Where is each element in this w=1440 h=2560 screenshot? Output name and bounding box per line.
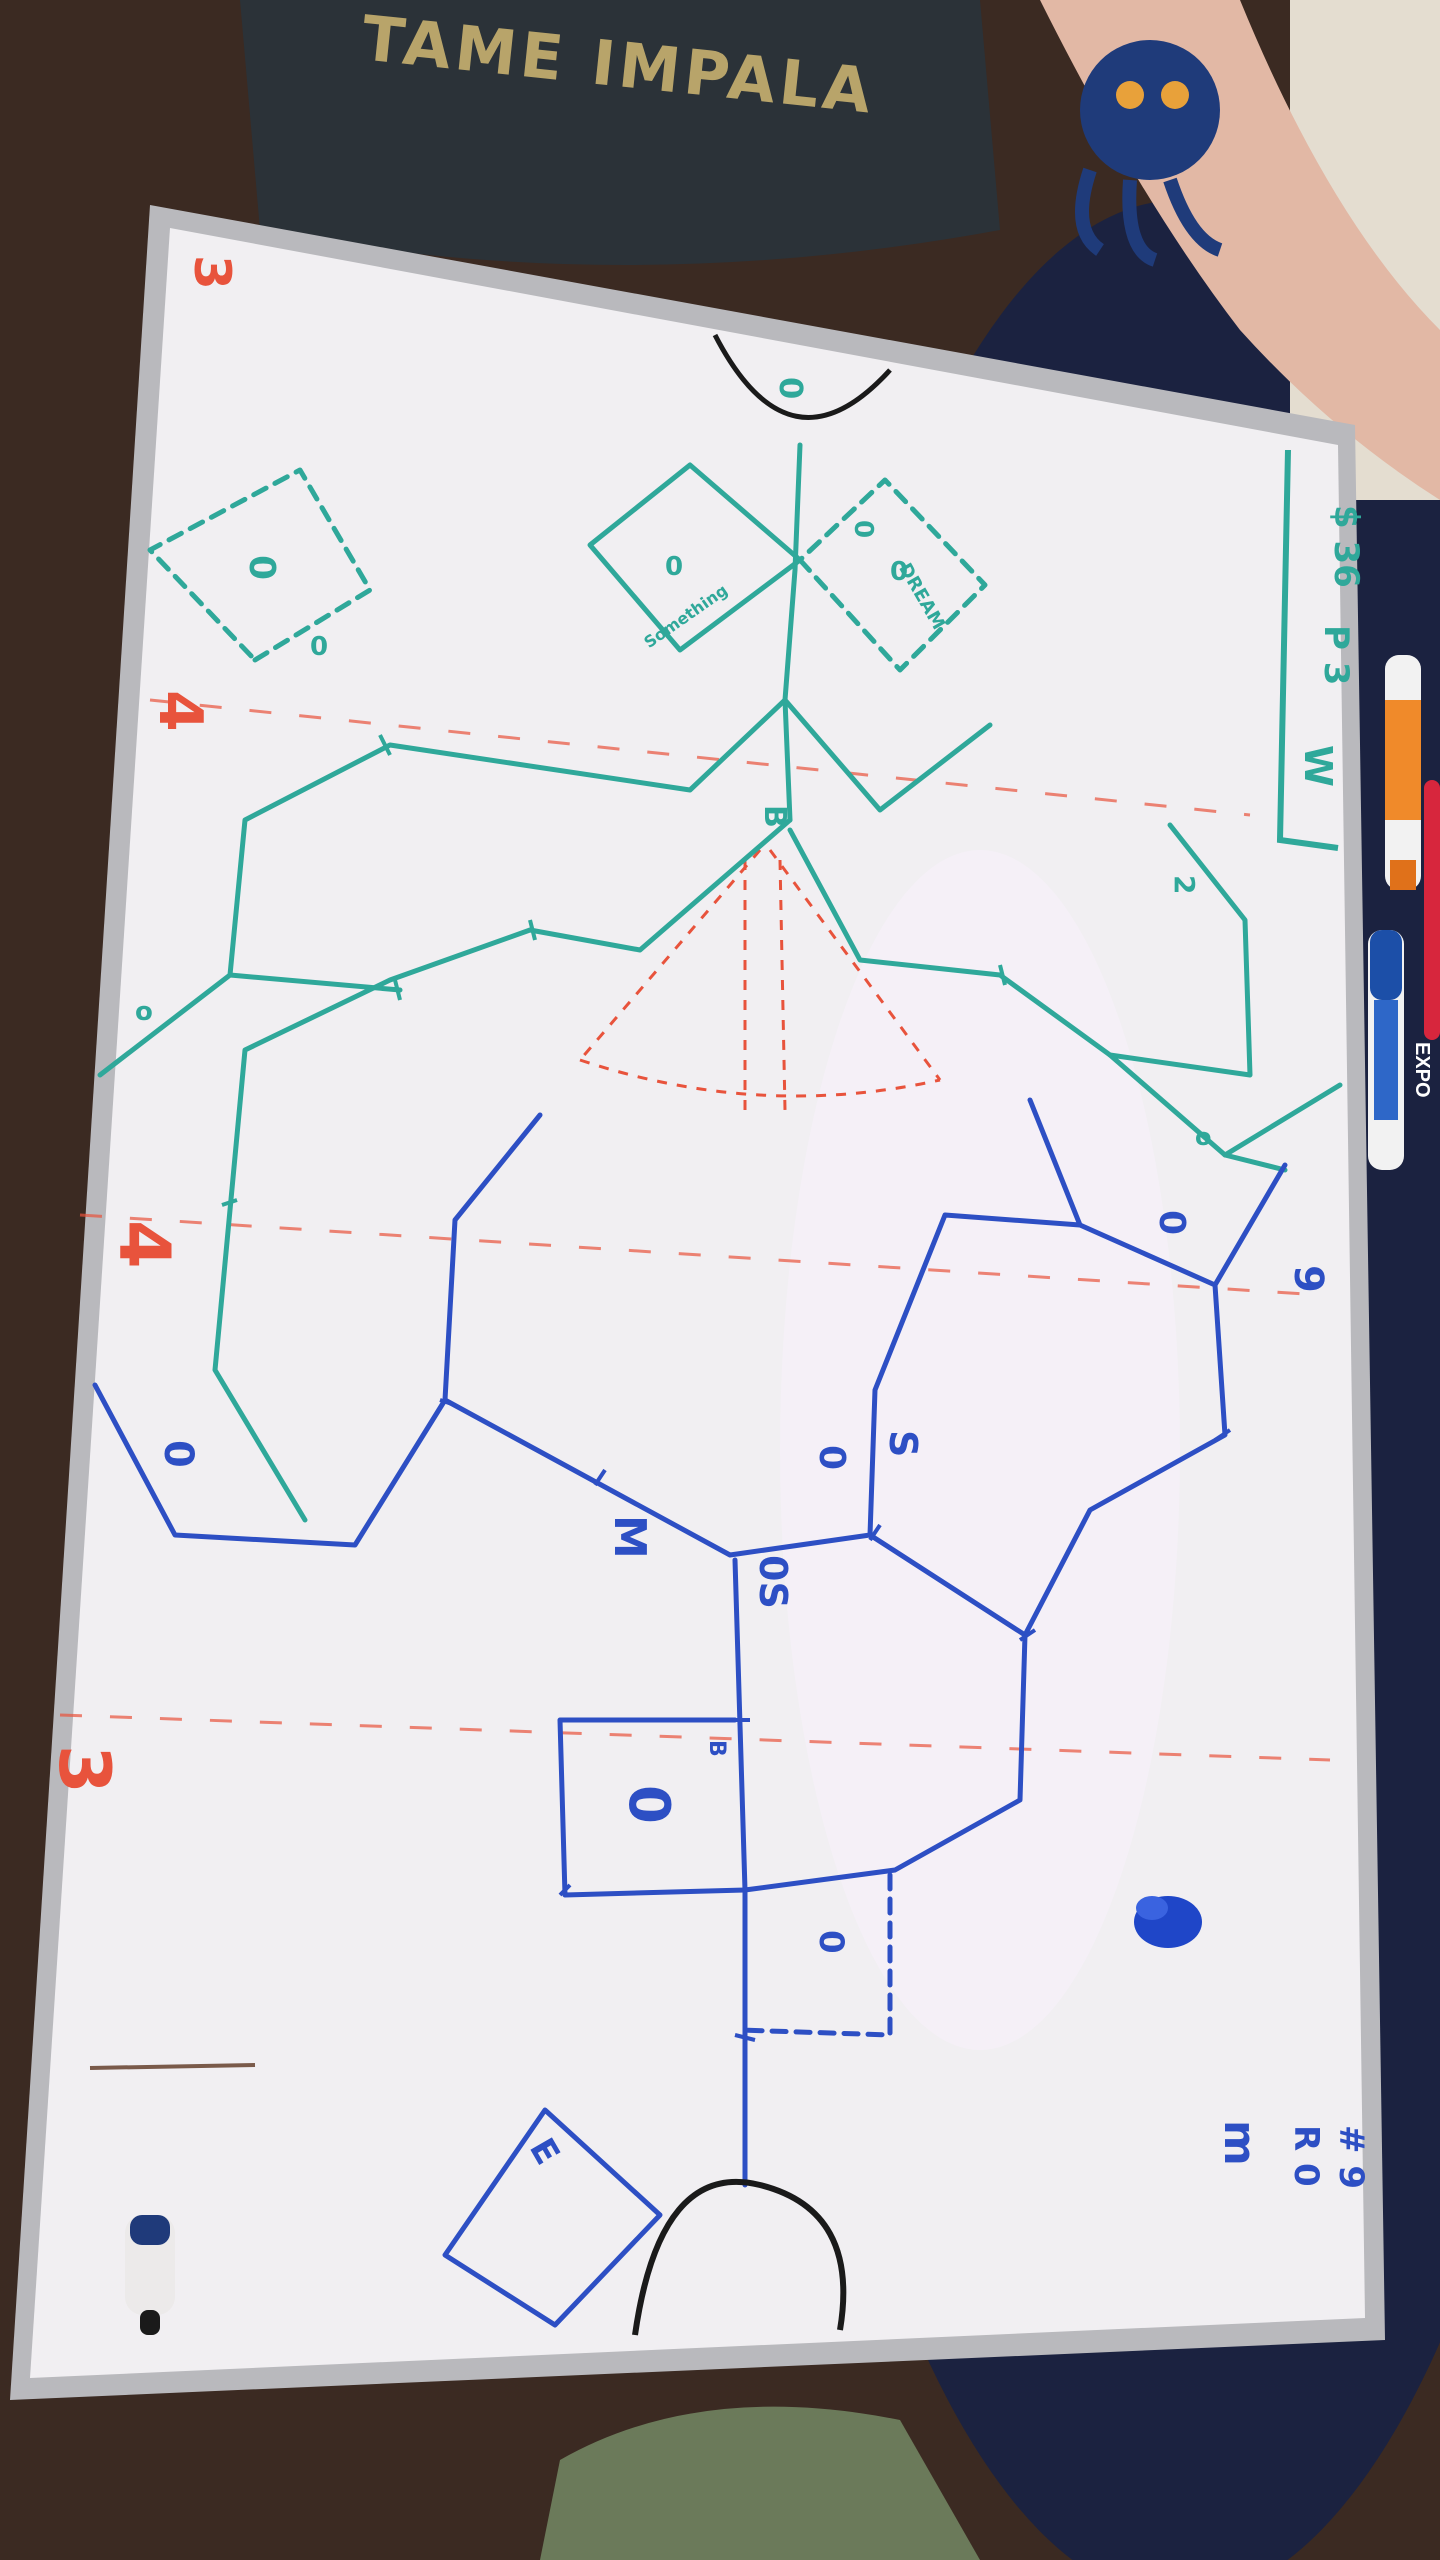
blue-room-label-2: 0 xyxy=(811,1445,852,1470)
top-entrance-label: 0 xyxy=(772,377,810,399)
blue-room-label-9: 0 xyxy=(811,1930,851,1954)
red-cone-sketch xyxy=(578,849,942,1111)
teal-room-label-3: B xyxy=(757,805,792,828)
teal-room-label-1: 0 xyxy=(241,555,282,580)
red-grid-lines xyxy=(59,698,1331,1762)
person-shirt xyxy=(240,0,1000,265)
blue-room-label-8: 0 xyxy=(616,1785,681,1824)
teal-room-label-8: 0 xyxy=(890,557,908,587)
chair-cushion xyxy=(540,2406,980,2560)
faint-line xyxy=(89,2063,256,2070)
corner-note-line-3: m xyxy=(1214,2120,1265,2166)
corner-note-line-2: R 0 xyxy=(1286,2125,1326,2187)
red-label-3: 4 xyxy=(103,1220,185,1269)
orange-marker-icon[interactable] xyxy=(1385,655,1421,890)
blue-expo-marker-icon[interactable]: EXPO xyxy=(1368,930,1433,1170)
teal-map-paths xyxy=(97,442,1343,1523)
teal-room-label-2: 0 xyxy=(310,632,328,662)
legend-box: $ 36 P 3 W xyxy=(1276,449,1366,851)
red-marker-icon[interactable] xyxy=(1424,780,1440,1040)
blue-room-label-4: 0 xyxy=(1151,1210,1192,1235)
teal-room-label-7: 0 xyxy=(848,520,878,538)
blue-map-paths xyxy=(92,1097,1288,2328)
expo-label: EXPO xyxy=(1411,1042,1433,1098)
blue-room-label-5: S xyxy=(881,1430,925,1457)
red-label-1: 3 xyxy=(183,255,241,290)
red-label-2: 4 xyxy=(145,690,215,732)
teal-room-label-9: o xyxy=(1195,1123,1212,1151)
marker-cap-icon[interactable] xyxy=(1134,1896,1202,1948)
blue-room-label-3: M xyxy=(604,1515,655,1559)
top-entrance-arc xyxy=(712,333,892,420)
legend-line-2: P 3 xyxy=(1316,625,1356,685)
teal-tick-marks xyxy=(221,734,1007,1207)
blue-tick-marks xyxy=(439,1398,1232,2042)
blue-room-label-6: 0S xyxy=(751,1555,795,1609)
legend-line-1: $ 36 xyxy=(1326,505,1366,588)
red-label-4: 3 xyxy=(43,1745,125,1794)
blue-room-label-7: B xyxy=(704,1740,729,1757)
bottom-entrance-arc xyxy=(632,2178,847,2336)
legend-line-3: W xyxy=(1296,745,1340,787)
teal-room-label-6: 0 xyxy=(665,552,683,582)
teal-room-label-5: 2 xyxy=(1168,875,1201,894)
corner-note-line-1: # 9 xyxy=(1331,2125,1371,2189)
blue-side-mark: 9 xyxy=(1285,1265,1331,1293)
blue-room-label-1: 0 xyxy=(155,1440,201,1468)
teal-room-label-4: o xyxy=(135,997,153,1027)
black-marker-icon[interactable] xyxy=(125,2215,175,2335)
octopus-tattoo-icon xyxy=(1075,40,1223,267)
corner-note: # 9 R 0 m xyxy=(1214,2120,1371,2189)
